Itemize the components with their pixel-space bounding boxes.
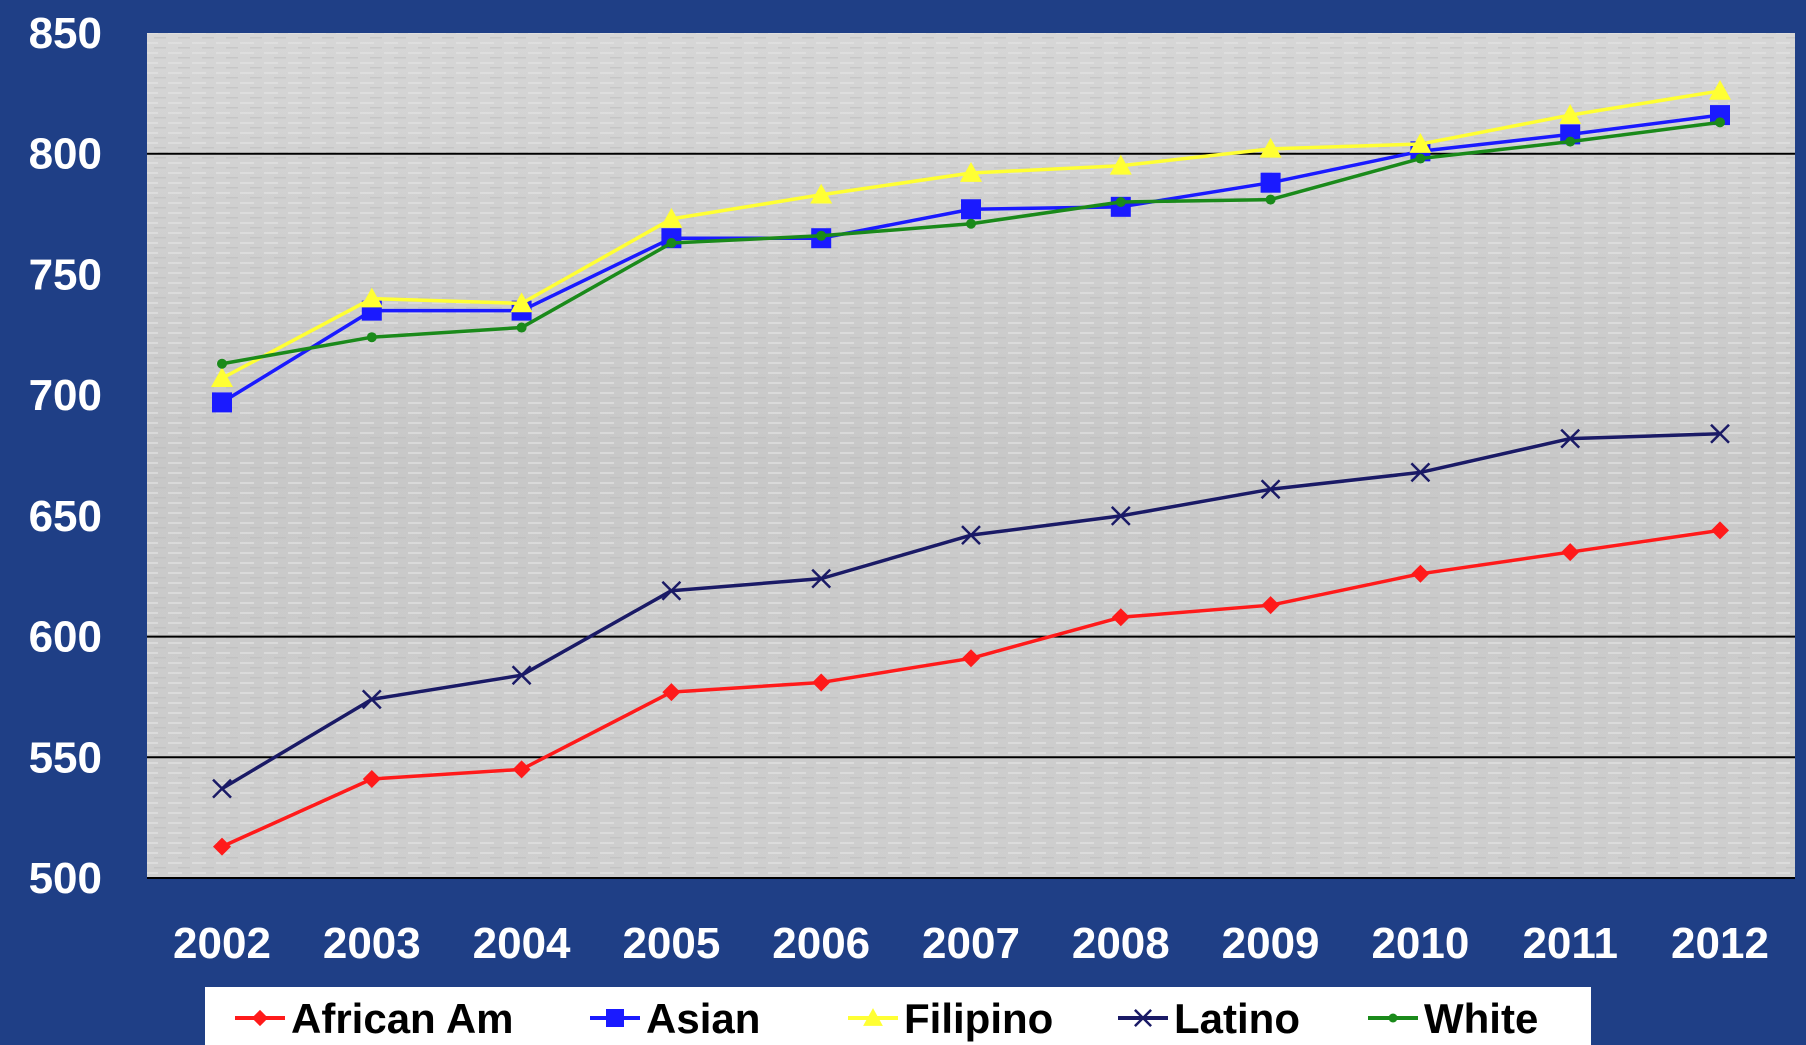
y-axis: 850 800 750 700 650 600 550 500 — [29, 9, 102, 903]
x-tick-label: 2004 — [473, 919, 571, 968]
legend-label: Filipino — [904, 995, 1053, 1042]
data-point-filipino — [1709, 79, 1731, 100]
data-point-filipino — [510, 292, 533, 313]
data-point-latino — [1410, 462, 1431, 483]
data-point-latino — [661, 580, 682, 601]
data-point-white — [1415, 153, 1426, 164]
data-point-latino — [1260, 479, 1281, 500]
data-point-white — [1715, 117, 1725, 128]
data-point-african-am — [1261, 596, 1280, 615]
y-tick-label: 500 — [29, 854, 102, 903]
x-tick-label: 2011 — [1522, 919, 1617, 968]
data-point-white — [966, 218, 976, 229]
data-point-filipino — [1109, 154, 1132, 175]
legend-marker — [863, 1008, 883, 1026]
data-point-asian — [1260, 172, 1281, 193]
grid-lines — [147, 152, 1795, 759]
data-point-latino — [212, 778, 232, 799]
data-point-latino — [1560, 428, 1581, 449]
y-tick-label: 700 — [29, 371, 102, 420]
data-point-asian — [961, 199, 981, 220]
data-point-white — [217, 358, 227, 369]
x-tick-label: 2012 — [1671, 919, 1769, 968]
y-tick-label: 600 — [29, 613, 102, 662]
y-tick-label: 800 — [29, 130, 102, 179]
data-point-african-am — [812, 673, 831, 692]
data-point-filipino — [960, 162, 982, 182]
data-point-african-am — [662, 683, 681, 702]
y-tick-label: 650 — [29, 492, 102, 541]
data-point-white — [1265, 194, 1276, 205]
data-point-latino — [961, 525, 981, 546]
x-tick-label: 2002 — [173, 919, 271, 968]
legend-marker — [606, 1009, 624, 1027]
legend-item-african-am: African Am — [235, 995, 514, 1042]
x-tick-label: 2010 — [1371, 919, 1469, 968]
y-tick-label: 750 — [29, 250, 102, 299]
legend-label: African Am — [291, 995, 514, 1042]
legend-items: African Am Asian Filipino Latino White — [235, 995, 1538, 1042]
data-point-african-am — [213, 837, 231, 856]
x-tick-label: 2007 — [922, 919, 1020, 968]
data-point-african-am — [1111, 608, 1130, 627]
plot-area-texture — [147, 33, 1795, 878]
x-tick-label: 2003 — [323, 919, 421, 968]
data-point-african-am — [1561, 543, 1580, 562]
series-african-am — [213, 521, 1729, 856]
x-tick-label: 2006 — [772, 919, 870, 968]
data-point-african-am — [1411, 564, 1430, 583]
data-point-white — [516, 322, 527, 333]
legend-marker — [251, 1009, 269, 1027]
data-point-african-am — [1711, 521, 1729, 540]
data-point-white — [816, 230, 827, 241]
series-latino — [212, 423, 1730, 799]
legend-item-asian: Asian — [590, 995, 760, 1042]
series-filipino — [211, 79, 1731, 388]
x-tick-label: 2005 — [622, 919, 720, 968]
data-point-white — [366, 332, 377, 343]
data-point-asian — [212, 392, 232, 413]
legend-item-latino: Latino — [1118, 995, 1300, 1042]
y-tick-label: 550 — [29, 733, 102, 782]
legend-label: White — [1424, 995, 1538, 1042]
data-point-latino — [511, 665, 532, 686]
data-point-white — [1115, 197, 1126, 207]
data-point-latino — [361, 689, 382, 710]
data-point-filipino — [211, 367, 233, 388]
data-point-white — [1565, 136, 1576, 147]
data-point-latino — [1710, 423, 1730, 444]
data-point-filipino — [1409, 133, 1432, 153]
data-point-filipino — [1559, 104, 1582, 124]
data-point-filipino — [360, 287, 383, 308]
x-axis: 2002 2003 2004 2005 2006 2007 2008 2009 2010 2011… — [147, 877, 1795, 968]
data-point-african-am — [362, 770, 381, 789]
data-point-filipino — [660, 207, 683, 228]
legend-item-filipino: Filipino — [848, 995, 1053, 1042]
series-layer — [211, 79, 1731, 856]
data-point-latino — [1110, 505, 1131, 526]
y-tick-label: 850 — [29, 9, 102, 58]
data-point-african-am — [962, 649, 980, 668]
legend-marker — [1134, 1009, 1152, 1027]
legend-item-white: White — [1368, 995, 1538, 1042]
x-tick-label: 2009 — [1222, 919, 1320, 968]
data-point-asian — [1710, 105, 1730, 126]
legend-label: Latino — [1174, 995, 1300, 1042]
legend-marker — [1388, 1013, 1398, 1023]
data-point-filipino — [1259, 137, 1282, 158]
x-tick-label: 2008 — [1072, 919, 1170, 968]
series-white — [217, 117, 1725, 369]
data-point-african-am — [512, 760, 531, 779]
data-point-filipino — [810, 183, 833, 204]
legend: African Am Asian Filipino Latino White — [205, 987, 1591, 1045]
data-point-white — [666, 238, 677, 249]
legend-label: Asian — [646, 995, 760, 1042]
data-point-latino — [811, 568, 832, 589]
